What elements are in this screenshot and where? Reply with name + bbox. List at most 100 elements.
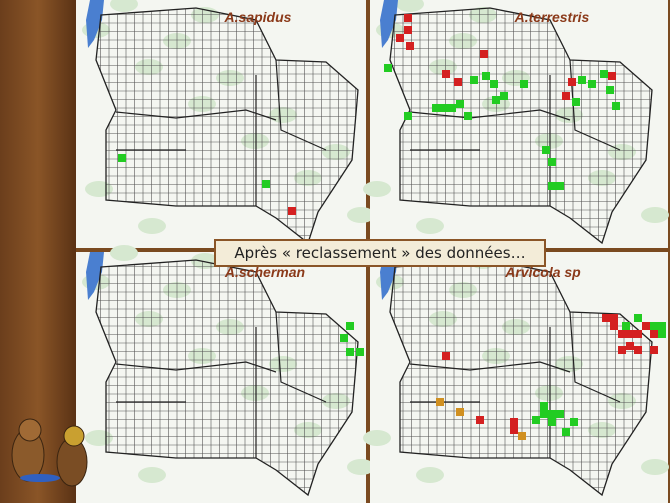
record-cell	[476, 416, 484, 424]
banner-box	[214, 239, 546, 267]
record-cell	[436, 398, 444, 406]
record-cell	[634, 330, 642, 338]
record-cell	[540, 402, 548, 410]
forest	[502, 319, 530, 335]
region-outline	[389, 259, 653, 497]
region-outline	[95, 259, 359, 497]
record-cell	[542, 146, 550, 154]
record-cell	[396, 34, 404, 42]
forest	[555, 107, 583, 123]
record-cell	[562, 92, 570, 100]
panel-title: A.terrestris	[514, 9, 590, 25]
record-cell	[442, 352, 450, 360]
forest	[608, 393, 636, 409]
banner: Après « reclassement » des données…	[234, 244, 525, 262]
panel-bg	[76, 252, 366, 503]
record-cell	[658, 330, 666, 338]
panel-title: A.scherman	[224, 264, 305, 280]
mascots	[11, 418, 88, 487]
record-cell	[650, 322, 658, 330]
forest	[469, 7, 497, 23]
wood-strip	[0, 0, 76, 503]
record-cell	[520, 80, 528, 88]
forest	[588, 170, 616, 186]
forest	[216, 70, 244, 86]
grid	[390, 260, 652, 495]
record-cell	[456, 408, 464, 416]
panel-bg	[370, 252, 668, 503]
water	[86, 0, 104, 48]
record-cell	[490, 80, 498, 88]
record-cell	[356, 348, 364, 356]
record-cell	[548, 182, 556, 190]
record-cell	[570, 418, 578, 426]
panel-title: Arvicola sp	[504, 264, 581, 280]
record-cell	[346, 322, 354, 330]
forest	[135, 311, 163, 327]
forest	[641, 459, 669, 475]
forest	[269, 356, 297, 372]
record-cell	[346, 348, 354, 356]
forest	[110, 0, 138, 12]
record-cell	[572, 98, 580, 106]
record-cell	[608, 72, 616, 80]
record-cell	[588, 80, 596, 88]
forest	[191, 253, 219, 269]
forest	[429, 311, 457, 327]
forest	[138, 467, 166, 483]
forest	[588, 422, 616, 438]
record-cell	[634, 346, 642, 354]
record-cell	[442, 70, 450, 78]
record-cell	[650, 330, 658, 338]
record-cell	[448, 104, 456, 112]
forest	[363, 181, 391, 197]
map-panel: A.terrestris	[363, 0, 669, 248]
forest	[641, 207, 669, 223]
water	[380, 0, 398, 48]
forest	[216, 319, 244, 335]
record-cell	[384, 64, 392, 72]
record-cell	[500, 92, 508, 100]
forest	[110, 245, 138, 261]
record-cell	[618, 346, 626, 354]
panel-bg	[76, 0, 366, 248]
water	[86, 252, 104, 300]
forest	[416, 218, 444, 234]
dept-border	[409, 59, 621, 206]
record-cell	[548, 410, 556, 418]
region-outline	[389, 7, 653, 245]
record-cell	[642, 322, 650, 330]
dept-border	[409, 311, 621, 458]
record-cell	[556, 410, 564, 418]
map-panel: A.scherman	[76, 245, 375, 503]
record-cell	[602, 314, 610, 322]
forest	[449, 282, 477, 298]
record-cell	[562, 428, 570, 436]
record-cell	[556, 182, 564, 190]
record-cell	[626, 330, 634, 338]
record-cell	[618, 330, 626, 338]
forest	[188, 348, 216, 364]
forest	[416, 467, 444, 483]
record-cell	[612, 102, 620, 110]
record-cell	[404, 26, 412, 34]
record-cell	[548, 418, 556, 426]
forest	[322, 393, 350, 409]
record-cell	[610, 322, 618, 330]
dept-border	[115, 311, 327, 458]
record-cell	[626, 342, 634, 350]
record-cell	[456, 100, 464, 108]
record-cell	[568, 78, 576, 86]
forest	[188, 96, 216, 112]
record-cell	[464, 112, 472, 120]
forest	[294, 422, 322, 438]
record-cell	[510, 426, 518, 434]
forest	[363, 430, 391, 446]
record-cell	[288, 207, 296, 215]
record-cell	[406, 42, 414, 50]
panel-bg	[370, 0, 668, 248]
record-cell	[470, 76, 478, 84]
record-cell	[492, 96, 500, 104]
record-cell	[622, 322, 630, 330]
record-cell	[610, 314, 618, 322]
